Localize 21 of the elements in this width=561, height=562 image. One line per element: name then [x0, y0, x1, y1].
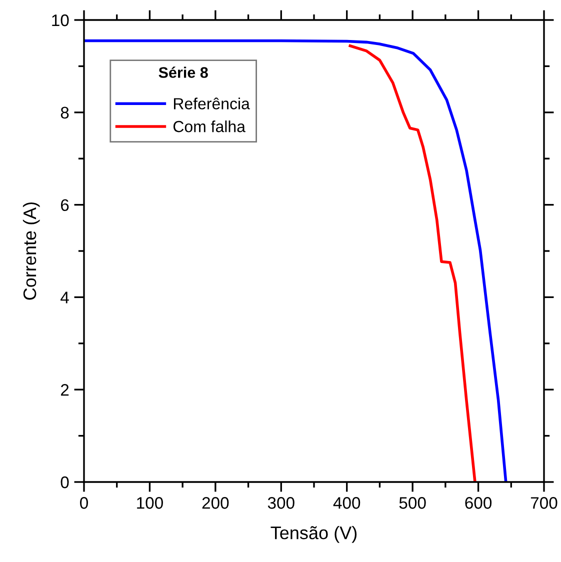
line-series	[84, 39, 508, 482]
x-tick-label: 300	[268, 497, 294, 509]
x-tick-label: 500	[399, 497, 426, 509]
y-tick-label: 8	[60, 106, 69, 119]
y-tick-label: 2	[60, 384, 69, 396]
line-series	[348, 44, 476, 482]
x-axis-title: Tensão (V)	[270, 526, 357, 543]
y-tick-label: 10	[52, 14, 69, 26]
x-tick-label: 700	[530, 497, 558, 509]
legend-label: Referência	[174, 98, 250, 110]
y-axis-title: Corrente (A)	[22, 202, 40, 300]
x-tick-label: 200	[202, 497, 229, 509]
y-tick-label: 4	[60, 292, 69, 304]
legend-label: Com falha	[173, 120, 246, 132]
x-tick-label: 600	[465, 497, 492, 509]
legend-title: Série 8	[158, 66, 208, 78]
y-tick-label: 6	[60, 199, 69, 212]
y-tick-label: 0	[60, 476, 69, 488]
x-tick-label: 100	[137, 497, 163, 509]
x-tick-label: 0	[80, 497, 88, 509]
x-tick-label: 400	[333, 497, 360, 509]
